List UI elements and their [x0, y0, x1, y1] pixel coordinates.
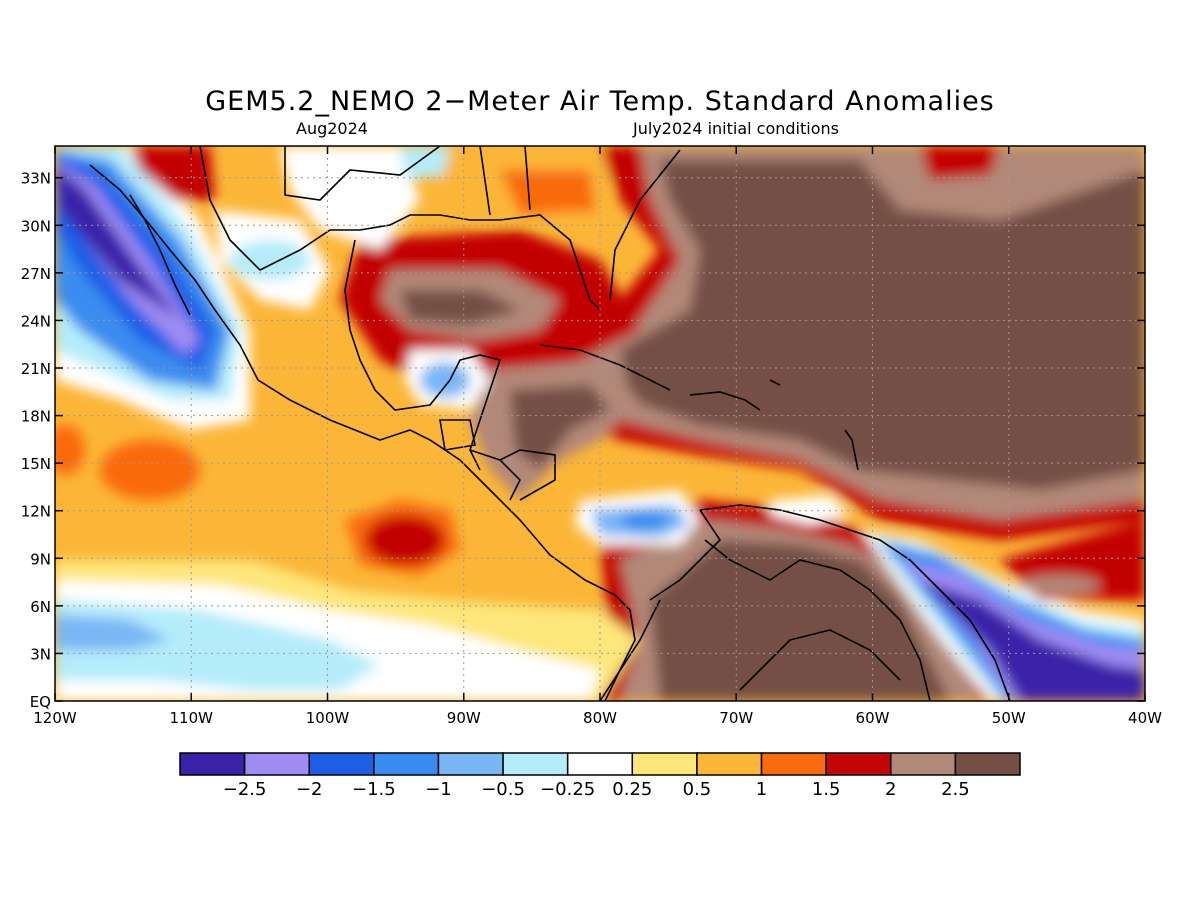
colorbar-label: −0.5: [481, 779, 525, 800]
colorbar-label: 2: [885, 779, 896, 800]
x-tick-label: 40W: [1128, 709, 1162, 727]
colorbar-swatch: [179, 752, 246, 776]
y-tick-label: EQ: [30, 693, 51, 711]
forecast-month-label: Aug2024: [296, 119, 368, 138]
colorbar-swatch: [696, 752, 763, 776]
colorbar-swatch: [373, 752, 440, 776]
x-tick-label: 120W: [33, 709, 77, 727]
y-tick-label: 3N: [30, 645, 51, 663]
coastlines: [89, 146, 1011, 701]
map-title: GEM5.2_NEMO 2−Meter Air Temp. Standard A…: [205, 86, 995, 117]
x-tick-label: 90W: [447, 709, 481, 727]
colorbar-swatch: [954, 752, 1021, 776]
colorbar-swatch: [631, 752, 698, 776]
colorbar-swatch: [502, 752, 569, 776]
y-axis-ticks: EQ 3N 6N 9N 12N 15N 18N 21N 24N 27N 30N 33N: [21, 170, 1145, 711]
colorbar-swatch: [437, 752, 504, 776]
x-tick-label: 100W: [306, 709, 350, 727]
x-tick-label: 50W: [992, 709, 1026, 727]
x-tick-label: 60W: [856, 709, 890, 727]
colorbar-swatch: [760, 752, 827, 776]
initial-conditions-label: July2024 initial conditions: [633, 119, 839, 138]
y-tick-label: 24N: [21, 312, 51, 330]
y-tick-label: 6N: [30, 598, 51, 616]
colorbar-label: −2: [296, 779, 323, 800]
x-tick-label: 70W: [719, 709, 753, 727]
colorbar-label: 0.5: [683, 779, 712, 800]
colorbar-label: −1.5: [352, 779, 396, 800]
x-tick-label: 110W: [170, 709, 214, 727]
colorbar-label: 1.5: [812, 779, 841, 800]
colorbar-label: 1: [756, 779, 767, 800]
colorbar-label: 0.25: [612, 779, 652, 800]
colorbar-swatch: [890, 752, 957, 776]
colorbar-label: −1: [425, 779, 452, 800]
anomaly-field: [55, 146, 1145, 701]
y-tick-label: 27N: [21, 265, 51, 283]
y-tick-label: 12N: [21, 503, 51, 521]
colorbar-swatch: [243, 752, 310, 776]
y-tick-label: 21N: [21, 360, 51, 378]
gridlines: [55, 146, 1145, 701]
y-tick-label: 18N: [21, 408, 51, 426]
x-tick-label: 80W: [583, 709, 617, 727]
x-axis-ticks: 120W 110W 100W 90W 80W 70W 60W 50W 40W: [33, 146, 1162, 727]
y-tick-label: 33N: [21, 170, 51, 188]
y-tick-label: 30N: [21, 217, 51, 235]
colorbar-swatch: [566, 752, 634, 776]
y-tick-label: 15N: [21, 455, 51, 473]
colorbar: −2.5 −2 −1.5 −1 −0.5 −0.25 0.25 0.5 1 1.5 2 2.5: [179, 752, 1021, 800]
colorbar-label: 2.5: [941, 779, 970, 800]
colorbar-label: −0.25: [540, 779, 595, 800]
colorbar-swatch: [825, 752, 892, 776]
colorbar-swatch: [308, 752, 375, 776]
y-tick-label: 9N: [30, 550, 51, 568]
colorbar-label: −2.5: [223, 779, 267, 800]
